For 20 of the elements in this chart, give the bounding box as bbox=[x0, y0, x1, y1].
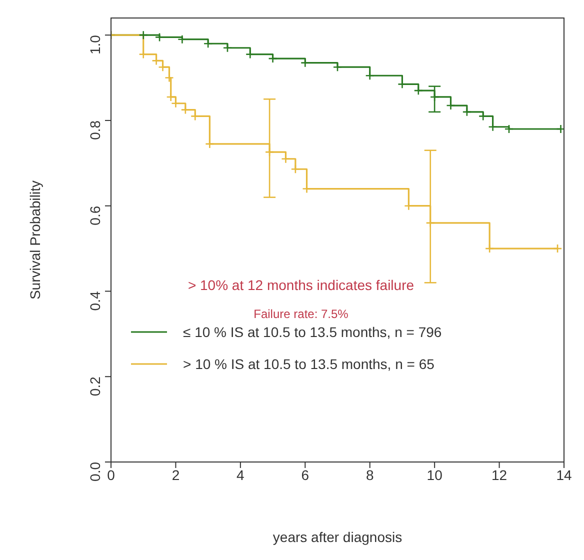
y-tick-label: 0.0 bbox=[86, 462, 103, 482]
y-tick-label: 0.4 bbox=[86, 291, 103, 311]
annotation: Failure rate: 7.5% bbox=[254, 307, 349, 321]
x-tick-label: 14 bbox=[556, 466, 572, 483]
y-axis-title: Survival Probability bbox=[26, 180, 43, 300]
legend-label: > 10 % IS at 10.5 to 13.5 months, n = 65 bbox=[183, 356, 435, 372]
x-tick-label: 0 bbox=[107, 466, 116, 483]
y-tick-label: 0.6 bbox=[86, 206, 103, 226]
x-tick-label: 6 bbox=[301, 466, 310, 483]
x-tick-label: 8 bbox=[366, 466, 374, 483]
annotation: > 10% at 12 months indicates failure bbox=[188, 277, 414, 293]
y-tick-label: 0.2 bbox=[86, 376, 103, 396]
x-tick-label: 10 bbox=[426, 466, 443, 483]
y-tick-label: 0.8 bbox=[86, 120, 103, 140]
x-axis-title: years after diagnosis bbox=[272, 529, 402, 545]
x-tick-label: 12 bbox=[491, 466, 508, 483]
legend-label: ≤ 10 % IS at 10.5 to 13.5 months, n = 796 bbox=[183, 324, 442, 340]
x-tick-label: 2 bbox=[172, 466, 180, 483]
y-tick-label: 1.0 bbox=[86, 34, 103, 55]
x-tick-label: 4 bbox=[236, 466, 245, 483]
